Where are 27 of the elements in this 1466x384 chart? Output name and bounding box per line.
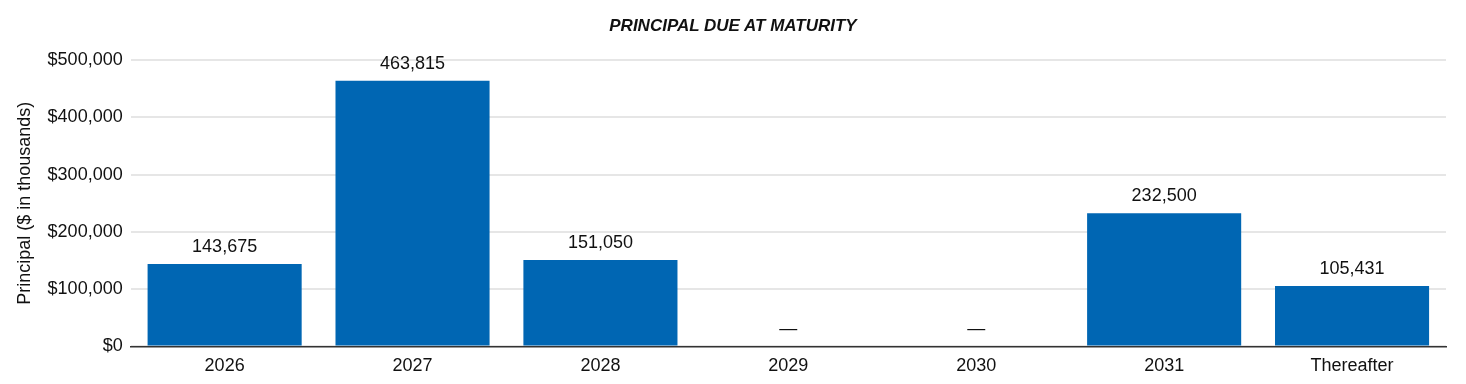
y-tick-label: $0: [102, 335, 123, 356]
data-label: 143,675: [192, 236, 258, 257]
data-label: 151,050: [567, 231, 633, 252]
x-tick-label: 2029: [768, 355, 809, 376]
data-label: 463,815: [379, 52, 446, 73]
x-tick-label: Thereafter: [1310, 355, 1394, 376]
data-label: 105,431: [1319, 257, 1385, 278]
data-label: 232,500: [1131, 185, 1197, 206]
x-tick-label: 2027: [392, 355, 433, 376]
y-tick-label: $500,000: [47, 48, 123, 69]
bar: [147, 264, 302, 346]
x-tick-label: 2031: [1144, 355, 1185, 376]
bar: [523, 259, 678, 346]
y-tick-label: $400,000: [47, 106, 123, 127]
x-tick-label: 2028: [580, 355, 621, 376]
y-tick-label: $300,000: [47, 163, 123, 184]
y-tick-label: $200,000: [47, 220, 123, 241]
bar: [1275, 286, 1430, 346]
x-tick-label: 2026: [204, 355, 245, 376]
bar: [1087, 213, 1242, 346]
chart-title: PRINCIPAL DUE AT MATURITY: [608, 16, 859, 36]
y-tick-label: $100,000: [47, 278, 123, 299]
bar: [335, 80, 490, 346]
data-label: —: [779, 318, 798, 339]
data-label: —: [967, 318, 986, 339]
x-tick-label: 2030: [956, 355, 997, 376]
y-axis-title: Principal ($ in thousands): [13, 101, 34, 305]
